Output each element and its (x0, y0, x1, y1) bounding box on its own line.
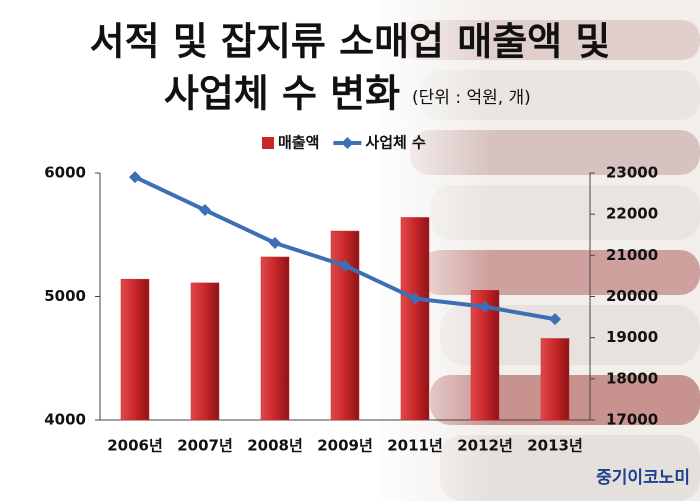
subtitle: (단위 : 억원, 개) (412, 88, 531, 108)
marker (129, 171, 141, 184)
legend-label: 사업체 수 (365, 134, 426, 152)
x-tick-label: 2007년 (177, 437, 233, 455)
x-tick-label: 2006년 (107, 437, 163, 455)
bar (190, 282, 220, 421)
y-tick-label: 5000 (44, 287, 86, 305)
y-tick-label: 6000 (44, 164, 86, 182)
bar (120, 278, 150, 421)
legend-label: 매출액 (278, 134, 319, 152)
legend-swatch (341, 137, 354, 149)
marker (409, 292, 421, 305)
source: 중기이코노미 (596, 468, 690, 488)
x-tick-label: 2011년 (387, 437, 443, 455)
y2-tick-label: 22000 (606, 205, 658, 223)
x-tick-label: 2012년 (457, 437, 513, 455)
marker (479, 300, 491, 313)
x-tick-label: 2008년 (247, 437, 303, 455)
bar (400, 217, 430, 421)
bar (260, 256, 290, 421)
y2-tick-label: 20000 (606, 287, 658, 305)
legend-swatch (262, 137, 274, 149)
y2-tick-label: 21000 (606, 246, 658, 264)
y2-tick-label: 19000 (606, 328, 658, 346)
bar (540, 338, 570, 421)
marker (549, 313, 561, 326)
x-tick-label: 2009년 (317, 437, 373, 455)
chart-title: 사업체 수 변화 (164, 72, 400, 116)
marker (269, 236, 281, 249)
chart-title: 서적 및 잡지류 소매업 매출액 및 (90, 20, 611, 64)
marker (199, 204, 211, 217)
y2-tick-label: 18000 (606, 369, 658, 387)
y2-tick-label: 23000 (606, 164, 658, 182)
marker (339, 259, 351, 272)
bar (330, 230, 360, 421)
x-tick-label: 2013년 (527, 437, 583, 455)
y-tick-label: 4000 (44, 411, 86, 429)
y2-tick-label: 17000 (606, 411, 658, 429)
